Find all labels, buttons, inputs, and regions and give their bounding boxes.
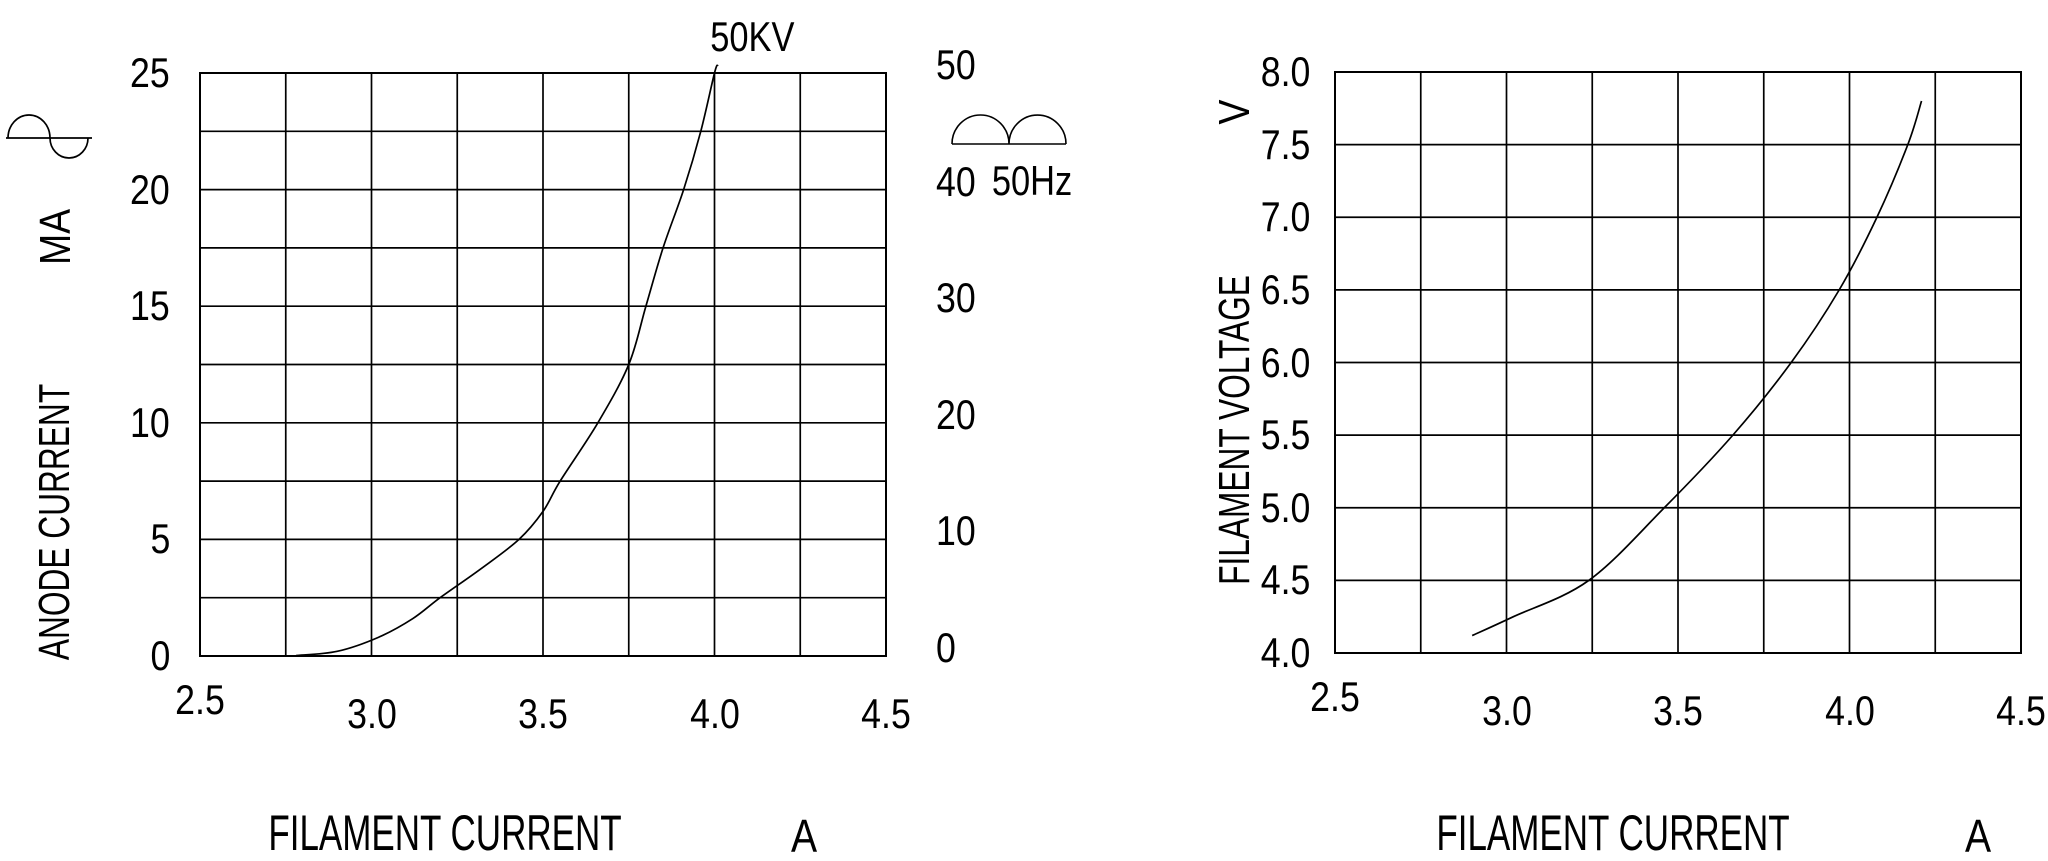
left-chart-curve-annotation: 50KV — [709, 13, 795, 60]
y-tick-label: 15 — [130, 282, 170, 330]
x-tick-label: 2.5 — [175, 676, 225, 723]
y-tick-label: 20 — [130, 165, 170, 213]
y-tick-label: 7.0 — [1260, 193, 1310, 241]
y-tick-label: 6.5 — [1260, 265, 1310, 313]
right-y-axis-unit: V — [1210, 99, 1259, 125]
left-y-axis-unit: MA — [31, 208, 80, 266]
left-x-axis-title: FILAMENT CURRENT — [268, 805, 622, 861]
anode-current-curve — [295, 64, 719, 657]
waveform-frequency-label: 50Hz — [991, 157, 1073, 204]
y-tick-label: 10 — [130, 398, 170, 446]
left-y-axis-title: ANODE CURRENT — [30, 383, 79, 661]
y2-tick-label: 30 — [936, 274, 976, 322]
y-tick-label: 0 — [150, 632, 170, 679]
y-tick-label: 5.0 — [1260, 483, 1310, 531]
right-x-axis-title: FILAMENT CURRENT — [1436, 805, 1790, 861]
y-tick-label: 6.0 — [1260, 338, 1310, 386]
x-tick-label: 3.5 — [1653, 687, 1703, 734]
y2-tick-label: 40 — [936, 157, 976, 205]
right-chart-grid — [1334, 71, 2022, 654]
y-tick-label: 4.0 — [1260, 629, 1310, 676]
x-tick-label: 2.5 — [1310, 673, 1360, 720]
right-y-axis-title: FILAMENT VOLTAGE — [1210, 275, 1259, 585]
sine-wave-icon — [4, 111, 94, 166]
y-tick-label: 4.5 — [1260, 556, 1310, 604]
y-tick-label: 8.0 — [1260, 48, 1310, 95]
x-tick-label: 4.0 — [689, 690, 740, 737]
y-tick-label: 5.5 — [1260, 411, 1310, 459]
y-tick-label: 25 — [130, 49, 170, 96]
y2-tick-label: 10 — [936, 507, 976, 555]
left-chart-grid — [199, 72, 887, 657]
x-tick-label: 3.5 — [518, 690, 568, 737]
full-wave-rectified-icon — [951, 112, 1067, 152]
y-tick-label: 7.5 — [1260, 120, 1310, 168]
x-tick-label: 4.5 — [861, 690, 911, 737]
x-tick-label: 3.0 — [346, 690, 397, 737]
x-tick-label: 3.0 — [1481, 687, 1532, 734]
filament-voltage-curve — [1471, 100, 1923, 637]
right-x-axis-unit: A — [1964, 810, 1992, 861]
left-x-axis-unit: A — [790, 810, 818, 861]
y2-tick-label: 0 — [936, 624, 956, 671]
x-tick-label: 4.5 — [1996, 687, 2046, 734]
y2-tick-label: 50 — [936, 41, 976, 88]
y2-tick-label: 20 — [936, 390, 976, 438]
x-tick-label: 4.0 — [1824, 687, 1875, 734]
y-tick-label: 5 — [150, 515, 170, 563]
